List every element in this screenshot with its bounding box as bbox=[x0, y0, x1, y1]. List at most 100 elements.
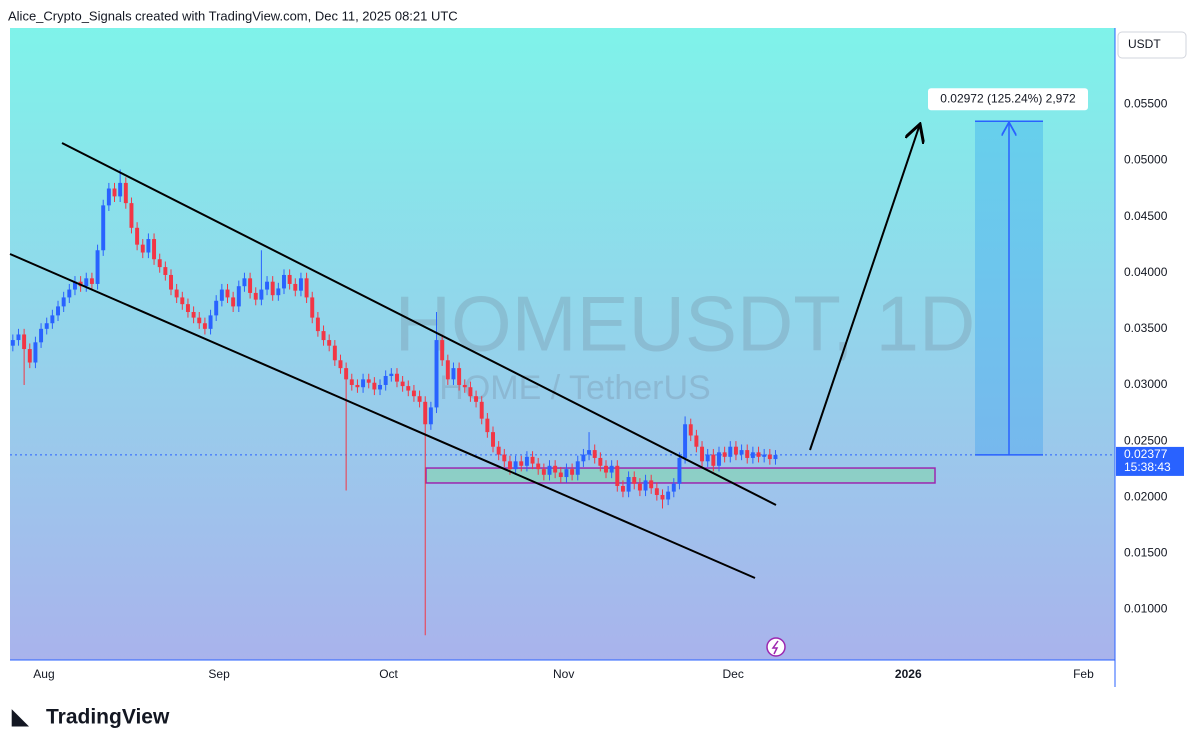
event-icon-bolt bbox=[771, 640, 779, 655]
candle-body bbox=[135, 227, 140, 245]
candle-body bbox=[558, 472, 563, 478]
candle-body bbox=[728, 446, 733, 457]
candle-body bbox=[129, 203, 134, 228]
candle-body bbox=[361, 379, 366, 388]
candle-body bbox=[67, 289, 72, 298]
candle-body bbox=[491, 432, 495, 447]
candle-body bbox=[485, 418, 490, 433]
candle-body bbox=[626, 477, 631, 492]
candle-body bbox=[202, 323, 207, 329]
x-tick-label: Aug bbox=[33, 667, 54, 681]
candle-body bbox=[762, 454, 767, 457]
y-tick-label: 0.05500 bbox=[1124, 97, 1168, 111]
candle-body bbox=[541, 469, 546, 475]
candle-body bbox=[112, 188, 117, 197]
candle-body bbox=[660, 494, 665, 500]
candle-body bbox=[231, 297, 236, 307]
candle-body bbox=[474, 396, 479, 402]
candle-body bbox=[581, 454, 586, 462]
candle-body bbox=[304, 278, 309, 298]
candle-body bbox=[10, 340, 15, 346]
header: Alice_Crypto_Signals created with Tradin… bbox=[8, 8, 458, 23]
candle-body bbox=[180, 297, 185, 305]
candle-body bbox=[683, 424, 688, 458]
candle-body bbox=[101, 205, 106, 251]
x-tick-label: Dec bbox=[722, 667, 743, 681]
candle-body bbox=[513, 461, 518, 470]
candle-body bbox=[242, 278, 247, 287]
candle-body bbox=[428, 407, 433, 425]
candle-body bbox=[717, 452, 721, 466]
x-tick-label: Sep bbox=[208, 667, 230, 681]
candle-body bbox=[767, 454, 772, 460]
candle-body bbox=[666, 491, 671, 500]
candle-body bbox=[575, 461, 580, 475]
candle-body bbox=[248, 278, 253, 293]
candle-body bbox=[570, 469, 575, 475]
candle-body bbox=[722, 452, 727, 457]
candle-body bbox=[270, 281, 275, 296]
candle-body bbox=[287, 274, 292, 284]
candle-body bbox=[750, 452, 755, 458]
candle-body bbox=[705, 454, 710, 462]
candle-body bbox=[745, 450, 750, 458]
candle-body bbox=[39, 328, 44, 343]
candle-body bbox=[457, 368, 462, 385]
candle-body bbox=[95, 250, 100, 284]
candle-body bbox=[598, 457, 603, 466]
y-tick-label: 0.01000 bbox=[1124, 602, 1168, 616]
candle-body bbox=[56, 306, 60, 316]
candle-body bbox=[89, 278, 94, 284]
candle-body bbox=[22, 334, 27, 350]
candle-body bbox=[383, 375, 388, 385]
candle-body bbox=[214, 300, 219, 316]
y-tick-label: 0.04000 bbox=[1124, 265, 1168, 279]
candle-body bbox=[163, 267, 168, 275]
candle-body bbox=[253, 292, 258, 300]
candle-body bbox=[604, 465, 608, 473]
candle-body bbox=[700, 446, 705, 462]
logo-mark: ◣ bbox=[11, 706, 30, 729]
candle-body bbox=[553, 465, 558, 473]
x-tick-label: Feb bbox=[1073, 667, 1094, 681]
plot-area bbox=[10, 28, 1115, 660]
candle-body bbox=[118, 182, 123, 197]
candle-body bbox=[654, 488, 659, 495]
candle-body bbox=[282, 274, 286, 289]
candle-body bbox=[609, 465, 614, 473]
candle-body bbox=[671, 483, 676, 492]
arrow bbox=[809, 124, 920, 451]
candle-body bbox=[592, 450, 597, 458]
watermark-sub: HOME / TetherUS bbox=[439, 369, 710, 407]
candle-body bbox=[219, 289, 224, 301]
candle-body bbox=[524, 456, 529, 466]
candle-body bbox=[637, 483, 642, 491]
candle-body bbox=[547, 465, 552, 475]
time-axis bbox=[10, 660, 1115, 687]
candle-body bbox=[185, 304, 190, 313]
candle-body bbox=[27, 349, 32, 363]
candle-body bbox=[332, 345, 337, 361]
candle-body bbox=[372, 382, 377, 390]
watermark: HOMEUSDT, 1D bbox=[395, 280, 976, 368]
y-tick-label: 0.02000 bbox=[1124, 489, 1168, 503]
candle-body bbox=[519, 461, 524, 466]
candle-body bbox=[468, 387, 473, 397]
candle-body bbox=[739, 450, 744, 455]
candle-body bbox=[677, 457, 682, 484]
candle-body bbox=[327, 340, 332, 346]
candle-body bbox=[344, 368, 349, 380]
candle-body bbox=[310, 297, 315, 318]
candle-body bbox=[451, 368, 456, 380]
candle-body bbox=[462, 384, 467, 388]
candle-body bbox=[440, 340, 445, 361]
candle-body bbox=[84, 278, 89, 287]
candle-body bbox=[688, 424, 693, 436]
candle-body bbox=[445, 360, 450, 380]
candle-body bbox=[536, 463, 541, 470]
candle-body bbox=[649, 480, 654, 489]
candle-body bbox=[423, 401, 428, 425]
candle-body bbox=[140, 244, 145, 253]
